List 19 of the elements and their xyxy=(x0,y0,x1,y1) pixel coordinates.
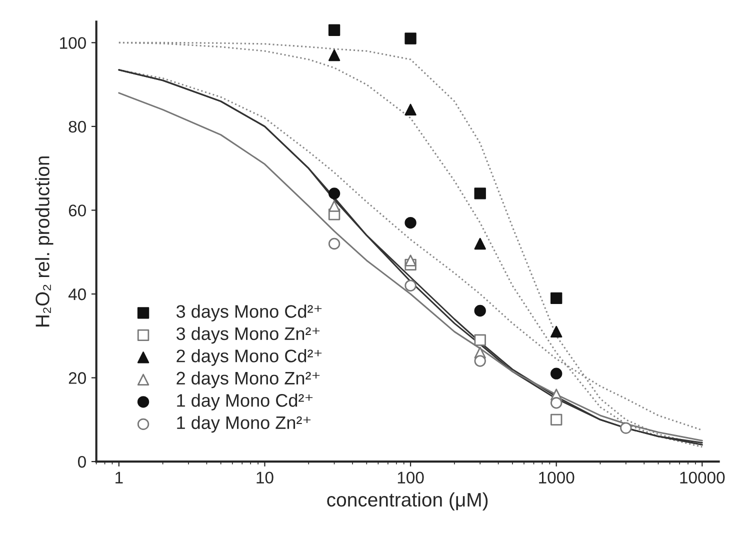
y-axis-title: H₂O₂ rel. production xyxy=(35,156,54,326)
legend-label: 1 day Mono Cd²⁺ xyxy=(177,394,313,410)
y-tick-label: 40 xyxy=(68,288,86,300)
x-tick-label: 1 xyxy=(116,472,123,484)
x-axis-title: concentration (μM) xyxy=(327,492,488,510)
y-tick-label: 0 xyxy=(78,456,86,468)
x-tick-label: 10 xyxy=(256,472,274,484)
x-tick-label: 1000 xyxy=(539,472,574,484)
legend-label: 1 day Mono Zn²⁺ xyxy=(177,416,311,433)
x-tick-label: 100 xyxy=(398,472,424,484)
x-tick-label: 10000 xyxy=(680,472,725,484)
legend-label: 3 days Mono Cd²⁺ xyxy=(176,304,322,322)
y-tick-label: 20 xyxy=(68,372,86,384)
y-tick-label: 80 xyxy=(68,120,86,133)
legend-label: 2 days Mono Zn²⁺ xyxy=(176,371,320,388)
legend-label: 2 days Mono Cd²⁺ xyxy=(176,349,322,366)
legend-label: 3 days Mono Zn²⁺ xyxy=(176,326,320,344)
y-tick-label: 100 xyxy=(60,37,86,49)
y-tick-label: 60 xyxy=(68,204,86,216)
